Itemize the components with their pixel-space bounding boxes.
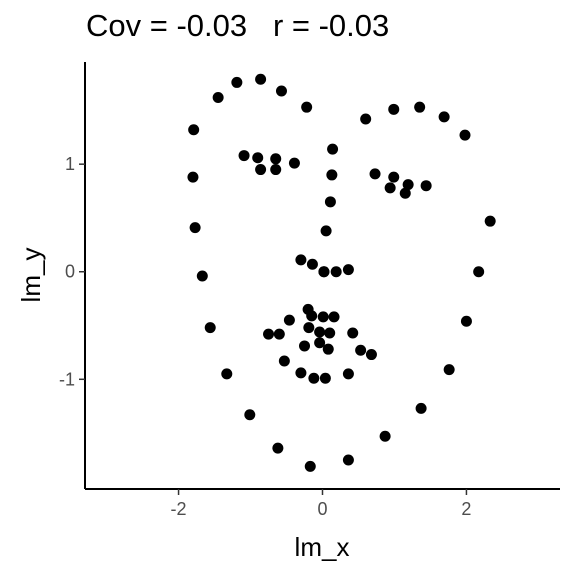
data-point (188, 124, 200, 136)
data-point (399, 187, 411, 199)
data-point (379, 430, 391, 442)
data-point (415, 402, 427, 414)
data-point (484, 215, 496, 227)
data-point (270, 164, 282, 176)
data-point (314, 337, 326, 349)
data-point (414, 101, 426, 113)
data-point (324, 196, 336, 208)
y-tick-label: -1 (59, 369, 75, 389)
data-point (330, 266, 342, 278)
data-point (326, 169, 338, 181)
data-point (303, 322, 315, 334)
data-point (238, 150, 250, 162)
data-point (388, 171, 400, 183)
data-point (263, 328, 275, 340)
data-point (189, 222, 201, 234)
data-point (306, 258, 318, 270)
data-point (288, 157, 300, 169)
data-point (314, 326, 326, 338)
data-point (244, 409, 256, 421)
data-point (255, 164, 267, 176)
data-point (328, 311, 340, 323)
data-point (221, 368, 233, 380)
data-point (347, 327, 359, 339)
data-point (252, 152, 264, 164)
data-point (360, 113, 372, 125)
data-point (273, 328, 285, 340)
data-point (402, 179, 414, 191)
x-axis-label: lm_x (295, 532, 350, 562)
data-point (308, 372, 320, 384)
data-point (272, 442, 284, 454)
data-point (327, 143, 339, 155)
data-point (295, 254, 307, 266)
points-layer (187, 73, 496, 472)
data-point (283, 314, 295, 326)
data-point (342, 454, 354, 466)
data-point (270, 153, 282, 165)
data-point (306, 310, 318, 322)
data-point (301, 101, 313, 113)
x-tick-label: 0 (317, 499, 327, 519)
data-point (204, 322, 216, 334)
data-point (342, 368, 354, 380)
data-point (320, 225, 332, 237)
y-tick-label: 1 (65, 154, 75, 174)
data-point (460, 315, 472, 327)
data-point (369, 168, 381, 180)
data-point (231, 76, 243, 88)
data-point (324, 327, 336, 339)
data-point (255, 73, 267, 85)
y-axis-ticks: -1 0 1 (59, 154, 85, 389)
data-point (278, 355, 290, 367)
data-point (187, 171, 199, 183)
x-tick-label: 2 (461, 499, 471, 519)
data-point (299, 340, 311, 352)
data-point (355, 344, 367, 356)
data-point (438, 111, 450, 123)
data-point (473, 266, 485, 278)
x-tick-label: -2 (171, 499, 187, 519)
data-point (322, 343, 334, 355)
data-point (304, 460, 316, 472)
data-point (365, 349, 377, 361)
y-tick-label: 0 (65, 262, 75, 282)
x-axis-ticks: -2 0 2 (171, 489, 471, 519)
y-axis-label: lm_y (16, 248, 46, 303)
data-point (443, 364, 455, 376)
data-point (212, 91, 224, 103)
data-point (420, 180, 432, 192)
data-point (459, 129, 471, 141)
data-point (318, 266, 330, 278)
data-point (319, 372, 331, 384)
data-point (342, 264, 354, 276)
data-point (196, 270, 208, 282)
data-point (388, 103, 400, 115)
data-point (384, 182, 396, 194)
data-point (317, 311, 329, 323)
data-point (295, 367, 307, 379)
chart-title: Cov = -0.03 r = -0.03 (86, 8, 390, 43)
data-point (275, 85, 287, 97)
